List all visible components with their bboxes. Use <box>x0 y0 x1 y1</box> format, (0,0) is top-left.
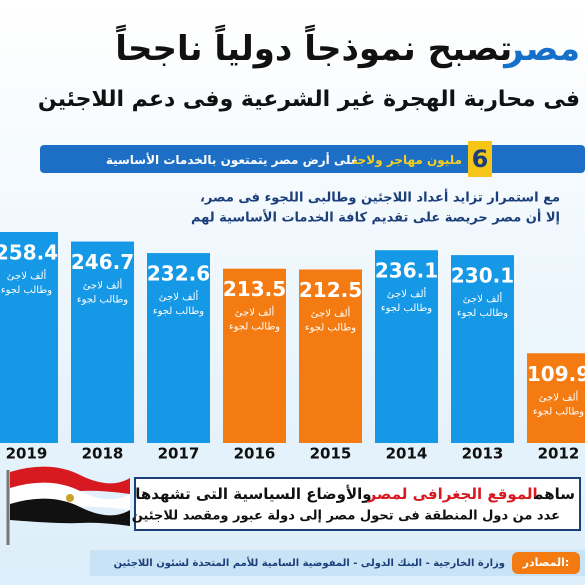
value-label: 109.9 <box>527 362 585 386</box>
value-label: 212.5 <box>299 278 362 302</box>
unit-label: ألف لاجئ <box>7 269 47 282</box>
banner-rest: على أرض مصر يتمتعون بالخدمات الأساسية <box>106 152 358 168</box>
banner <box>40 145 585 173</box>
value-label: 246.7 <box>71 250 134 274</box>
x-tick-label: 2016 <box>234 445 276 463</box>
banner-number: 6 <box>472 145 489 173</box>
footer-end: والأوضاع السياسية التى تشهدها <box>135 485 371 503</box>
x-tick-label: 2012 <box>538 445 580 463</box>
unit-label: وطالب لجوء <box>305 322 356 333</box>
unit-label: ألف لاجئ <box>159 290 199 303</box>
unit-label: ألف لاجئ <box>311 306 351 319</box>
flag <box>6 466 130 545</box>
x-tick-label: 2013 <box>462 445 504 463</box>
value-label: 258.4 <box>0 241 58 265</box>
bar <box>71 241 134 443</box>
unit-label: وطالب لجوء <box>457 308 508 319</box>
footer-highlight: الموقع الجغرافى لمصر <box>367 485 539 503</box>
sources-bar <box>90 550 585 576</box>
flag-black <box>10 498 130 526</box>
bar <box>0 232 58 443</box>
value-label: 236.1 <box>375 259 438 283</box>
unit-label: وطالب لجوء <box>381 303 432 314</box>
note-line: مع استمرار تزايد أعداد اللاجئين وطالبى ا… <box>200 189 560 206</box>
unit-label: ألف لاجئ <box>387 287 427 300</box>
value-label: 232.6 <box>147 262 210 286</box>
banner-highlight: مليون مهاجر ولاجئ <box>352 153 462 168</box>
x-tick-label: 2014 <box>386 445 428 463</box>
footer-start: ساهم <box>533 485 575 503</box>
title: مصرتصبح نموذجاً دولياً ناجحاً <box>115 23 580 68</box>
flag-eagle <box>66 494 74 502</box>
unit-label: وطالب لجوء <box>1 285 52 296</box>
x-tick-label: 2017 <box>158 445 200 463</box>
sources: وزارة الخارجية - البنك الدولى - المفوضية… <box>114 556 505 569</box>
footer-box <box>134 477 581 531</box>
footer-line: عدد من دول المنطقة فى تحول مصر إلى دولة … <box>132 509 560 524</box>
banner-number-box <box>468 141 492 177</box>
unit-label: ألف لاجئ <box>539 390 579 403</box>
footer-line: ساهمالموقع الجغرافى لمصروالأوضاع السياسي… <box>135 485 575 503</box>
sources-label: المصادر: <box>522 556 570 569</box>
x-tick-label: 2019 <box>6 445 48 463</box>
unit-label: وطالب لجوء <box>77 295 128 306</box>
unit-label: وطالب لجوء <box>153 306 204 317</box>
bar <box>375 250 438 443</box>
bar <box>527 353 585 443</box>
bar <box>223 268 286 443</box>
x-tick-label: 2018 <box>82 445 124 463</box>
bars: 258.4 ألف لاجئ وطالب لجوء 2019 246.7 ألف لاجئ… <box>0 232 585 463</box>
bar <box>451 255 514 443</box>
unit-label: وطالب لجوء <box>533 406 584 417</box>
sources-label-box <box>512 552 580 574</box>
note-line: إلا أن مصر حريصة على تقديم كافة الخدمات … <box>191 209 560 226</box>
x-tick-label: 2015 <box>310 445 352 463</box>
title-highlight: مصر <box>502 29 580 69</box>
title-rest: تصبح نموذجاً دولياً ناجحاً <box>115 23 512 68</box>
value-label: 230.1 <box>451 264 514 288</box>
banner-text: مليون مهاجر ولاجئعلى أرض مصر يتمتعون بال… <box>106 152 462 168</box>
subtitle: فى محاربة الهجرة غير الشرعية وفى دعم الل… <box>38 87 580 112</box>
unit-label: ألف لاجئ <box>235 306 275 319</box>
bar <box>299 269 362 443</box>
unit-label: ألف لاجئ <box>463 292 503 305</box>
unit-label: وطالب لجوء <box>229 322 280 333</box>
unit-label: ألف لاجئ <box>83 279 123 292</box>
value-label: 213.5 <box>223 277 286 301</box>
bar <box>147 253 210 443</box>
